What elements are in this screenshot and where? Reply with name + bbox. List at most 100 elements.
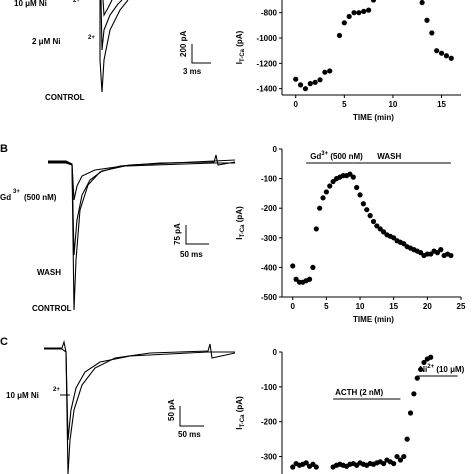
chart-c-data-point xyxy=(290,464,296,470)
chart-a-data-point xyxy=(429,30,435,36)
chart-a-data-point xyxy=(336,32,343,39)
chart-a-ylabel: IT-Ca (pA) xyxy=(235,30,246,64)
chart-b-data-point xyxy=(327,183,333,189)
chart-a-ytick-label: -1400 xyxy=(257,85,278,94)
chart-b-xtick-label: 5 xyxy=(324,302,329,311)
chart-b-ytick-label: -400 xyxy=(261,263,278,272)
chart-c-data-point xyxy=(391,460,397,467)
chart-b-data-point xyxy=(290,263,296,269)
trace-label-gd-b-sup: 3+ xyxy=(13,189,20,195)
trace-c-ni xyxy=(44,348,235,441)
chart-b-xtick-label: 20 xyxy=(423,302,432,311)
chart-a-data-point xyxy=(361,8,367,14)
panel-b-traces: Gd 3+ (500 nM) WASH CONTROL 75 pA 50 ms xyxy=(0,154,236,313)
scale-bar-c: 50 pA 50 ms xyxy=(167,399,204,439)
chart-b-data-point xyxy=(357,192,363,198)
chart-b-xtick-label: 15 xyxy=(389,302,398,311)
chart-a-data-point xyxy=(312,79,318,85)
chart-b-data-point xyxy=(354,184,360,191)
chart-a-ytick-label: -800 xyxy=(261,9,278,18)
chart-c-data-point xyxy=(421,359,427,366)
chart-b-ytick-label: -300 xyxy=(261,234,278,243)
chart-b-data-point xyxy=(330,178,336,185)
chart-b-ytick-label: -200 xyxy=(261,204,278,213)
chart-b-data-point xyxy=(377,226,383,232)
scale-bar-b-vertical-label: 75 pA xyxy=(173,223,182,245)
trace-label-wash-b: WASH xyxy=(37,268,61,277)
trace-label-gd-b: Gd xyxy=(0,193,11,202)
chart-c-ytick-label: -200 xyxy=(261,418,278,427)
chart-b-data-point xyxy=(364,207,370,213)
chart-c-annotation-label: Ni2+ (10 μM) xyxy=(419,364,464,374)
trace-label-ni10-a: 10 μM Ni xyxy=(14,0,47,8)
chart-b-data-point xyxy=(323,189,329,195)
chart-b-data-point xyxy=(418,250,424,256)
chart-b-ytick-label: 0 xyxy=(273,145,278,154)
chart-b-xtick-label: 25 xyxy=(457,302,466,311)
chart-a-xtick-label: 0 xyxy=(293,100,298,109)
chart-c-data-point xyxy=(428,354,434,360)
trace-b-wash xyxy=(48,162,235,256)
chart-a-xlabel: TIME (min) xyxy=(353,113,394,122)
trace-a-ni10 xyxy=(102,0,113,17)
chart-b-data-point xyxy=(360,201,367,207)
chart-c-data-point xyxy=(407,410,414,416)
chart-c-ytick-label: -100 xyxy=(261,383,278,392)
chart-b-data-point xyxy=(428,251,434,257)
chart-a-data-point xyxy=(434,48,440,54)
chart-b-annotation-label: Gd3+ (500 nM) xyxy=(310,151,363,161)
chart-b-data-point xyxy=(310,264,316,270)
trace-label-ni2-a: 2 μM Ni xyxy=(32,37,60,46)
chart-b-ytick-label: -100 xyxy=(261,175,278,184)
chart-c-data-point xyxy=(380,460,387,467)
trace-label-control-a: CONTROL xyxy=(45,93,85,102)
chart-b-data-point xyxy=(317,205,323,211)
chart-c-data-point xyxy=(404,436,410,442)
chart-c-data-point xyxy=(414,375,420,381)
chart-a-xtick-label: 5 xyxy=(342,100,347,109)
chart-a-data-point xyxy=(370,0,377,3)
scale-bar-a-horizontal-label: 3 ms xyxy=(183,67,202,76)
scale-bar-a-vertical-label: 200 pA xyxy=(179,31,188,57)
scale-bar-c-vertical-label: 50 pA xyxy=(167,399,176,421)
trace-label-control-b: CONTROL xyxy=(32,304,72,313)
chart-c-annotation-label: ACTH (2 nM) xyxy=(335,388,383,397)
scale-bar-c-horizontal-label: 50 ms xyxy=(178,430,201,439)
chart-a-data-point xyxy=(302,86,309,92)
chart-a-data-point xyxy=(448,55,454,61)
chart-b-data-point xyxy=(320,195,326,201)
chart-b-data-point xyxy=(438,247,444,253)
chart-a-xtick-label: 10 xyxy=(388,100,397,109)
panel-a-traces: 10 μM Ni 2+ 2 μM Ni 2+ CONTROL 200 pA 3 … xyxy=(14,0,211,102)
chart-b-ytick-label: -500 xyxy=(261,293,278,302)
chart-b-data-point xyxy=(374,223,380,229)
trace-c-control xyxy=(44,339,236,474)
chart-a-data-point xyxy=(424,17,430,23)
chart-b-data-point xyxy=(380,229,387,235)
chart-c-data-point xyxy=(411,391,417,397)
chart-a-xtick-label: 15 xyxy=(437,100,446,109)
trace-b-gd xyxy=(48,159,236,201)
chart-a-data-point xyxy=(322,69,328,75)
scale-bar-b: 75 pA 50 ms xyxy=(173,223,209,259)
chart-b-data-point xyxy=(448,252,454,259)
chart-c-ytick-label: 0 xyxy=(273,348,278,357)
panel-label-b: B xyxy=(0,143,8,155)
chart-a-data-point xyxy=(356,10,362,16)
chart-a-data-point xyxy=(438,50,445,56)
chart-a-data-point xyxy=(327,68,333,74)
chart-b-data-point xyxy=(350,174,356,180)
chart-b-xtick-label: 0 xyxy=(291,302,296,311)
chart-b-data-point xyxy=(370,218,377,225)
chart-c-data-point xyxy=(401,453,407,460)
chart-a-data-point xyxy=(317,77,323,83)
trace-label-ni-c-sup: 2+ xyxy=(53,387,60,393)
chart-a-data-point xyxy=(307,81,313,87)
chart-c: 0 -100 -200 -300 IT-Ca (pA) ACTH (2 nM) Ni2+ (… xyxy=(235,348,465,474)
trace-label-gd-b-rest: (500 nM) xyxy=(24,193,57,202)
chart-c-data-point xyxy=(394,453,400,460)
trace-a-control xyxy=(99,0,129,93)
chart-a-data-point xyxy=(366,7,372,13)
chart-b-data-point xyxy=(347,171,353,177)
